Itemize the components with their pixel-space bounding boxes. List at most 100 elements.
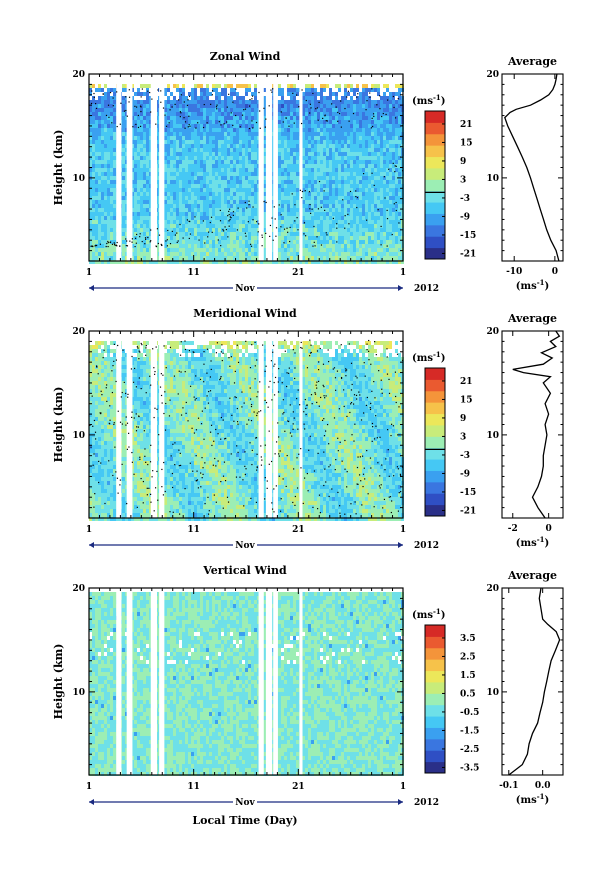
heatmap-cell [101, 228, 104, 232]
heatmap-cell [326, 216, 329, 220]
heatmap-cell [221, 132, 224, 136]
contour-dot [116, 91, 118, 93]
heatmap-cell [332, 184, 335, 188]
heatmap-cell [239, 244, 242, 248]
heatmap-cell [356, 244, 359, 248]
heatmap-cell [236, 168, 239, 172]
heatmap-cell [350, 220, 353, 224]
heatmap-cell [320, 244, 323, 248]
heatmap-cell [293, 116, 296, 120]
heatmap-cell [227, 172, 230, 176]
heatmap-cell [386, 220, 389, 224]
contour-dot [324, 114, 326, 116]
heatmap-cell [374, 204, 377, 208]
contour-dot [177, 240, 179, 242]
heatmap-cell [89, 152, 92, 156]
heatmap-cell [200, 104, 203, 108]
heatmap-cell [377, 240, 380, 244]
heatmap-cell [383, 216, 386, 220]
heatmap-cell [179, 216, 182, 220]
heatmap-cell [107, 240, 110, 244]
heatmap-cell [305, 116, 308, 120]
heatmap-cell [398, 84, 401, 88]
heatmap-cell [179, 200, 182, 204]
heatmap-cell [206, 252, 209, 256]
heatmap-cell [335, 204, 338, 208]
heatmap-cell [371, 136, 374, 140]
heatmap-cell [284, 136, 287, 140]
heatmap-cell [392, 252, 395, 256]
heatmap-cell [341, 172, 344, 176]
heatmap-cell [296, 180, 299, 184]
heatmap-cell [302, 168, 305, 172]
heatmap-cell [215, 116, 218, 120]
heatmap-cell [251, 184, 254, 188]
heatmap-cell [218, 192, 221, 196]
heatmap-cell [200, 84, 203, 88]
heatmap-cell [236, 104, 239, 108]
heatmap-cell [95, 124, 98, 128]
contour-dot [241, 114, 244, 116]
heatmap-cell [335, 252, 338, 256]
heatmap-cell [287, 152, 290, 156]
contour-dot [392, 95, 394, 98]
heatmap-cell [167, 244, 170, 248]
heatmap-cell [170, 136, 173, 140]
heatmap-cell [104, 148, 107, 152]
heatmap-cell [140, 156, 143, 160]
heatmap-cell [104, 172, 107, 176]
heatmap-cell [281, 220, 284, 224]
heatmap-cell [137, 256, 140, 260]
heatmap-cell [194, 128, 197, 132]
heatmap-cell [335, 172, 338, 176]
heatmap-cell [188, 180, 191, 184]
heatmap-cell [209, 224, 212, 228]
heatmap-cell [191, 152, 194, 156]
heatmap-cell [203, 144, 206, 148]
heatmap-cell [281, 136, 284, 140]
heatmap-cell [356, 96, 359, 100]
heatmap-cell [191, 88, 194, 92]
heatmap-cell [257, 220, 260, 224]
heatmap-cell [296, 156, 299, 160]
heatmap-cell [224, 228, 227, 232]
contour-dot [347, 90, 349, 92]
heatmap-cell [188, 260, 191, 264]
heatmap-cell [281, 240, 284, 244]
contour-dot [355, 195, 357, 198]
heatmap-cell [197, 260, 200, 264]
heatmap-cell [323, 156, 326, 160]
heatmap-cell [101, 224, 104, 228]
heatmap-cell [290, 88, 293, 92]
heatmap-cell [398, 124, 401, 128]
heatmap-cell [326, 96, 329, 100]
heatmap-cell [206, 240, 209, 244]
heatmap-cell [281, 176, 284, 180]
heatmap-cell [164, 188, 167, 192]
heatmap-cell [332, 240, 335, 244]
contour-dot [139, 125, 142, 127]
heatmap-cell [134, 152, 137, 156]
heatmap-cell [107, 136, 110, 140]
heatmap-cell [386, 136, 389, 140]
heatmap-cell [323, 200, 326, 204]
contour-dot [229, 218, 231, 221]
heatmap-cell [317, 228, 320, 232]
heatmap-cell [242, 204, 245, 208]
heatmap-cell [374, 148, 377, 152]
heatmap-cell [92, 236, 95, 240]
heatmap-cell [257, 152, 260, 156]
heatmap-cell [392, 92, 395, 96]
contour-dot [386, 245, 388, 247]
heatmap-cell [191, 160, 194, 164]
heatmap-cell [362, 180, 365, 184]
heatmap-cell [278, 204, 281, 208]
heatmap-cell [212, 108, 215, 112]
heatmap-cell [227, 256, 230, 260]
contour-dot [246, 207, 248, 209]
heatmap-cell [332, 172, 335, 176]
heatmap-cell [347, 204, 350, 208]
heatmap-cell [284, 120, 287, 124]
heatmap-cell [248, 260, 251, 264]
heatmap-cell [353, 204, 356, 208]
